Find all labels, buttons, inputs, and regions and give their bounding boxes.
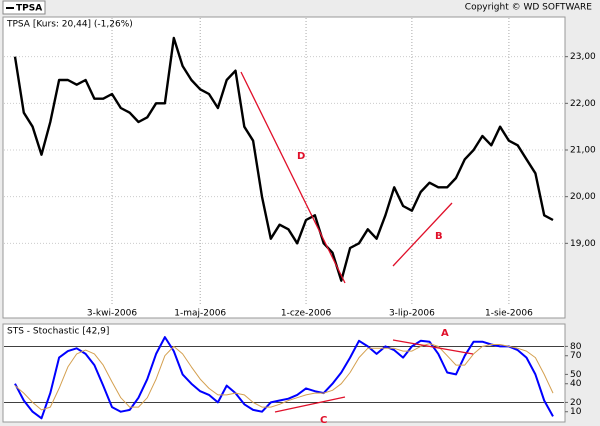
annotation: B	[435, 231, 443, 242]
plot-layer: 19,00 20,00 21,00 22,00 23,00 3-kwi-2006 1-maj…	[4, 18, 596, 420]
y-tick-label: 10	[570, 407, 582, 417]
y-tick-label: 23,00	[570, 52, 596, 62]
x-tick-label: 1-cze-2006	[281, 309, 332, 319]
annotation: C	[320, 415, 327, 426]
stochastic-title: STS - Stochastic [42,9]	[7, 327, 109, 337]
legend-label: TPSA	[16, 4, 42, 14]
series-line	[14, 336, 554, 420]
y-tick-label: 20	[570, 398, 582, 408]
series-line	[13, 36, 554, 282]
x-tick-label: 1-sie-2006	[485, 309, 533, 319]
y-tick-label: 80	[570, 342, 582, 352]
series-line	[14, 343, 554, 411]
y-tick-label: 20,00	[570, 192, 596, 202]
copyright: Copyright © WD SOFTWARE	[465, 3, 593, 13]
y-tick-label: 40	[570, 379, 582, 389]
y-tick-label: 22,00	[570, 99, 596, 109]
trend-line	[392, 339, 474, 355]
price-title: TPSA [Kurs: 20,44] (-1,26%)	[6, 20, 133, 30]
legend-box[interactable]	[2, 0, 46, 15]
trend-line	[392, 202, 453, 267]
y-tick-label: 70	[570, 351, 582, 361]
stochastic-panel	[2, 323, 566, 423]
y-tick-label: 19,00	[570, 239, 596, 249]
x-tick-label: 1-maj-2006	[174, 309, 226, 319]
x-tick-label: 3-lip-2006	[389, 309, 435, 319]
annotation: D	[297, 151, 305, 162]
annotation: A	[441, 328, 449, 339]
trend-line	[274, 396, 346, 413]
y-tick-label: 50	[570, 370, 582, 380]
x-tick-label: 3-kwi-2006	[87, 309, 137, 319]
trend-line	[240, 71, 346, 284]
y-tick-label: 21,00	[570, 146, 596, 156]
price-panel	[2, 16, 566, 319]
